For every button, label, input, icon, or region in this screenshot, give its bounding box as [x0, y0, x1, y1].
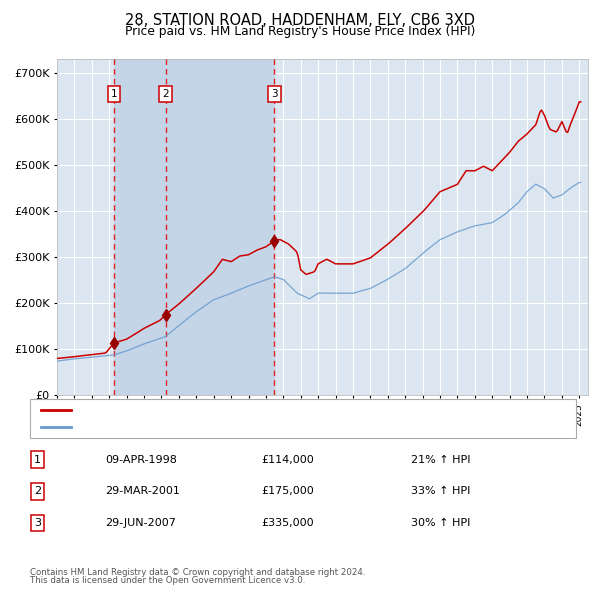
Text: Price paid vs. HM Land Registry's House Price Index (HPI): Price paid vs. HM Land Registry's House …	[125, 25, 475, 38]
Bar	[166, 59, 274, 395]
Text: This data is licensed under the Open Government Licence v3.0.: This data is licensed under the Open Gov…	[30, 576, 305, 585]
Text: 2: 2	[163, 89, 169, 99]
Text: 33% ↑ HPI: 33% ↑ HPI	[411, 487, 470, 496]
Text: £114,000: £114,000	[261, 455, 314, 464]
Text: 28, STATION ROAD, HADDENHAM, ELY, CB6 3XD (detached house): 28, STATION ROAD, HADDENHAM, ELY, CB6 3X…	[75, 405, 419, 415]
Text: £335,000: £335,000	[261, 519, 314, 528]
Text: 29-MAR-2001: 29-MAR-2001	[105, 487, 180, 496]
Text: 28, STATION ROAD, HADDENHAM, ELY, CB6 3XD: 28, STATION ROAD, HADDENHAM, ELY, CB6 3X…	[125, 13, 475, 28]
Text: 21% ↑ HPI: 21% ↑ HPI	[411, 455, 470, 464]
Text: 2: 2	[34, 487, 41, 496]
Text: 1: 1	[34, 455, 41, 464]
Bar	[114, 59, 166, 395]
Text: 3: 3	[271, 89, 278, 99]
Text: HPI: Average price, detached house, East Cambridgeshire: HPI: Average price, detached house, East…	[75, 422, 377, 432]
Text: 3: 3	[34, 519, 41, 528]
Text: 1: 1	[110, 89, 117, 99]
Text: 30% ↑ HPI: 30% ↑ HPI	[411, 519, 470, 528]
Text: 29-JUN-2007: 29-JUN-2007	[105, 519, 176, 528]
Text: £175,000: £175,000	[261, 487, 314, 496]
Text: Contains HM Land Registry data © Crown copyright and database right 2024.: Contains HM Land Registry data © Crown c…	[30, 568, 365, 577]
Text: 09-APR-1998: 09-APR-1998	[105, 455, 177, 464]
